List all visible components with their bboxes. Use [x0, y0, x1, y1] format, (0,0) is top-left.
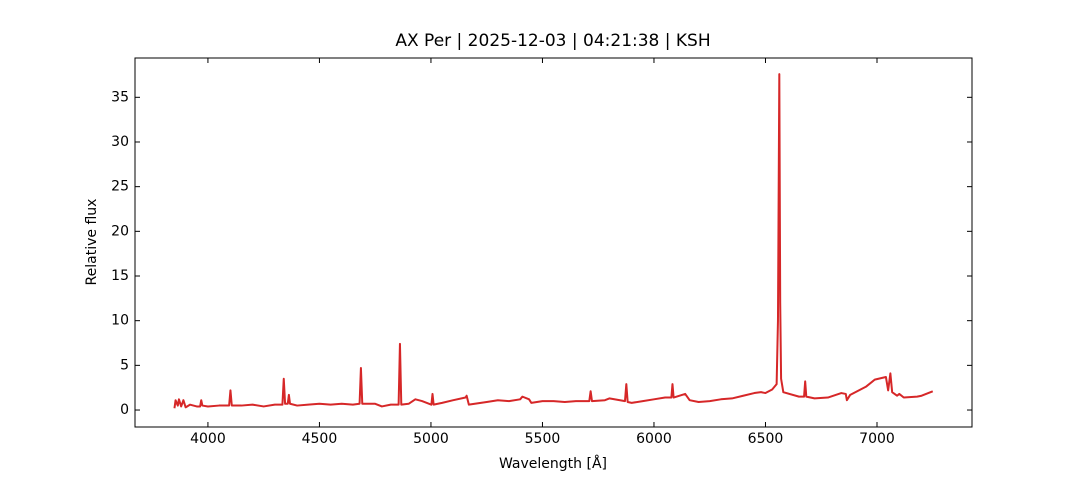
x-tick-label: 6500 [748, 431, 784, 447]
y-tick-label: 10 [111, 313, 129, 329]
x-tick-label: 6000 [636, 431, 672, 447]
x-axis-label: Wavelength [Å] [499, 455, 607, 472]
x-tick-label: 4500 [302, 431, 338, 447]
y-tick-label: 35 [111, 89, 129, 105]
y-tick-label: 25 [111, 179, 129, 195]
plot-frame [134, 57, 973, 428]
chart-title: AX Per | 2025-12-03 | 04:21:38 | KSH [395, 31, 710, 51]
y-tick-label: 20 [111, 223, 129, 239]
x-tick-label: 7000 [859, 431, 895, 447]
y-tick-label: 30 [111, 134, 129, 150]
x-tick-label: 4000 [190, 431, 226, 447]
spectrum-line [173, 73, 934, 409]
y-tick-label: 5 [120, 357, 129, 373]
y-tick-label: 0 [120, 402, 129, 418]
x-tick-label: 5500 [525, 431, 561, 447]
y-axis-label: Relative flux [84, 199, 100, 286]
y-tick-label: 15 [111, 268, 129, 284]
x-tick-label: 5000 [413, 431, 449, 447]
